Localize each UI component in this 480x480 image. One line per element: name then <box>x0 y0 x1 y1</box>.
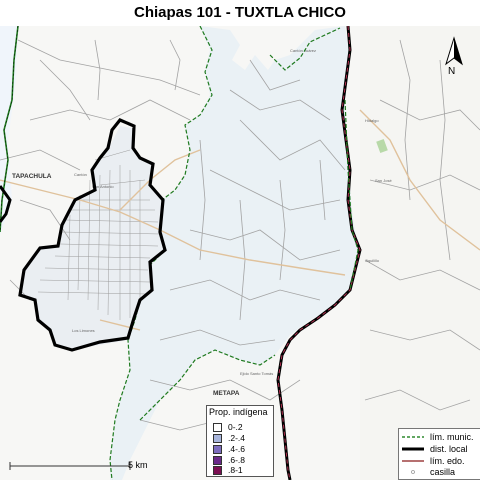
local-district-edge <box>0 185 12 223</box>
district-line-icon <box>402 447 424 450</box>
place-label-tapachula: TAPACHULA <box>12 173 52 180</box>
legend-label: .2-.4 <box>228 433 246 443</box>
legend-swatch <box>213 444 222 454</box>
city-streets <box>37 149 161 320</box>
casilla-icon <box>411 469 415 474</box>
line-legend-item: dist. local <box>402 443 468 454</box>
legend-item: 0-.2 <box>213 422 243 432</box>
line-legend-label: lím. munic. <box>430 431 474 442</box>
line-legend-label: lím. edo. <box>430 455 465 466</box>
line-legend-item: lím. edo. <box>402 455 465 466</box>
legend-label: .4-.6 <box>228 444 246 454</box>
legend-swatch <box>213 422 222 432</box>
legend-item: .6-.8 <box>213 455 245 465</box>
line-legend-item: casilla <box>402 466 455 477</box>
legend-swatch <box>213 465 222 475</box>
state-line-icon <box>402 459 424 462</box>
svg-text:Los Limones: Los Limones <box>72 328 95 333</box>
park-area <box>376 138 388 154</box>
scale-bar <box>9 462 131 470</box>
legend-title: Prop. indígena <box>209 407 268 417</box>
road-network <box>0 39 480 441</box>
minor-labels: Hidalgo San José Jiquilillo Ejido Santo … <box>72 48 392 376</box>
legend-item: .8-1 <box>213 465 243 475</box>
svg-text:Cantón: Cantón <box>74 172 87 177</box>
legend-label: .6-.8 <box>228 455 246 465</box>
svg-text:San Antonio: San Antonio <box>92 184 114 189</box>
line-legend: lím. munic. dist. local lím. edo. casill… <box>398 428 480 480</box>
north-arrow-icon <box>445 36 463 66</box>
municipality-area <box>110 26 358 480</box>
legend-swatch <box>213 455 222 465</box>
svg-text:Hidalgo: Hidalgo <box>365 118 379 123</box>
map-canvas: Hidalgo San José Jiquilillo Ejido Santo … <box>0 26 480 480</box>
legend-label: 0-.2 <box>228 422 243 432</box>
north-label: N <box>448 66 456 77</box>
local-district-boundary <box>18 118 167 352</box>
svg-text:Cantón Juárez: Cantón Juárez <box>290 48 316 53</box>
legend-label: .8-1 <box>228 465 243 475</box>
scale-label: 5 km <box>128 460 148 470</box>
map-title: Chiapas 101 - TUXTLA CHICO <box>134 4 346 21</box>
map-area[interactable]: Hidalgo San José Jiquilillo Ejido Santo … <box>0 26 480 480</box>
line-legend-item: lím. munic. <box>402 431 474 442</box>
line-legend-label: dist. local <box>430 443 468 454</box>
svg-text:Jiquilillo: Jiquilillo <box>365 258 380 263</box>
svg-text:Ejido Santo Tomás: Ejido Santo Tomás <box>240 371 273 376</box>
place-label-metapa: METAPA <box>213 390 240 397</box>
line-legend-label: casilla <box>430 466 456 477</box>
munic-line-icon <box>402 435 424 438</box>
indigenous-legend: Prop. indígena 0-.2 .2-.4 .4-.6 .6-.8 .8… <box>206 405 274 477</box>
legend-item: .4-.6 <box>213 444 245 454</box>
svg-text:San José: San José <box>375 178 392 183</box>
legend-swatch <box>213 433 222 443</box>
legend-item: .2-.4 <box>213 433 245 443</box>
